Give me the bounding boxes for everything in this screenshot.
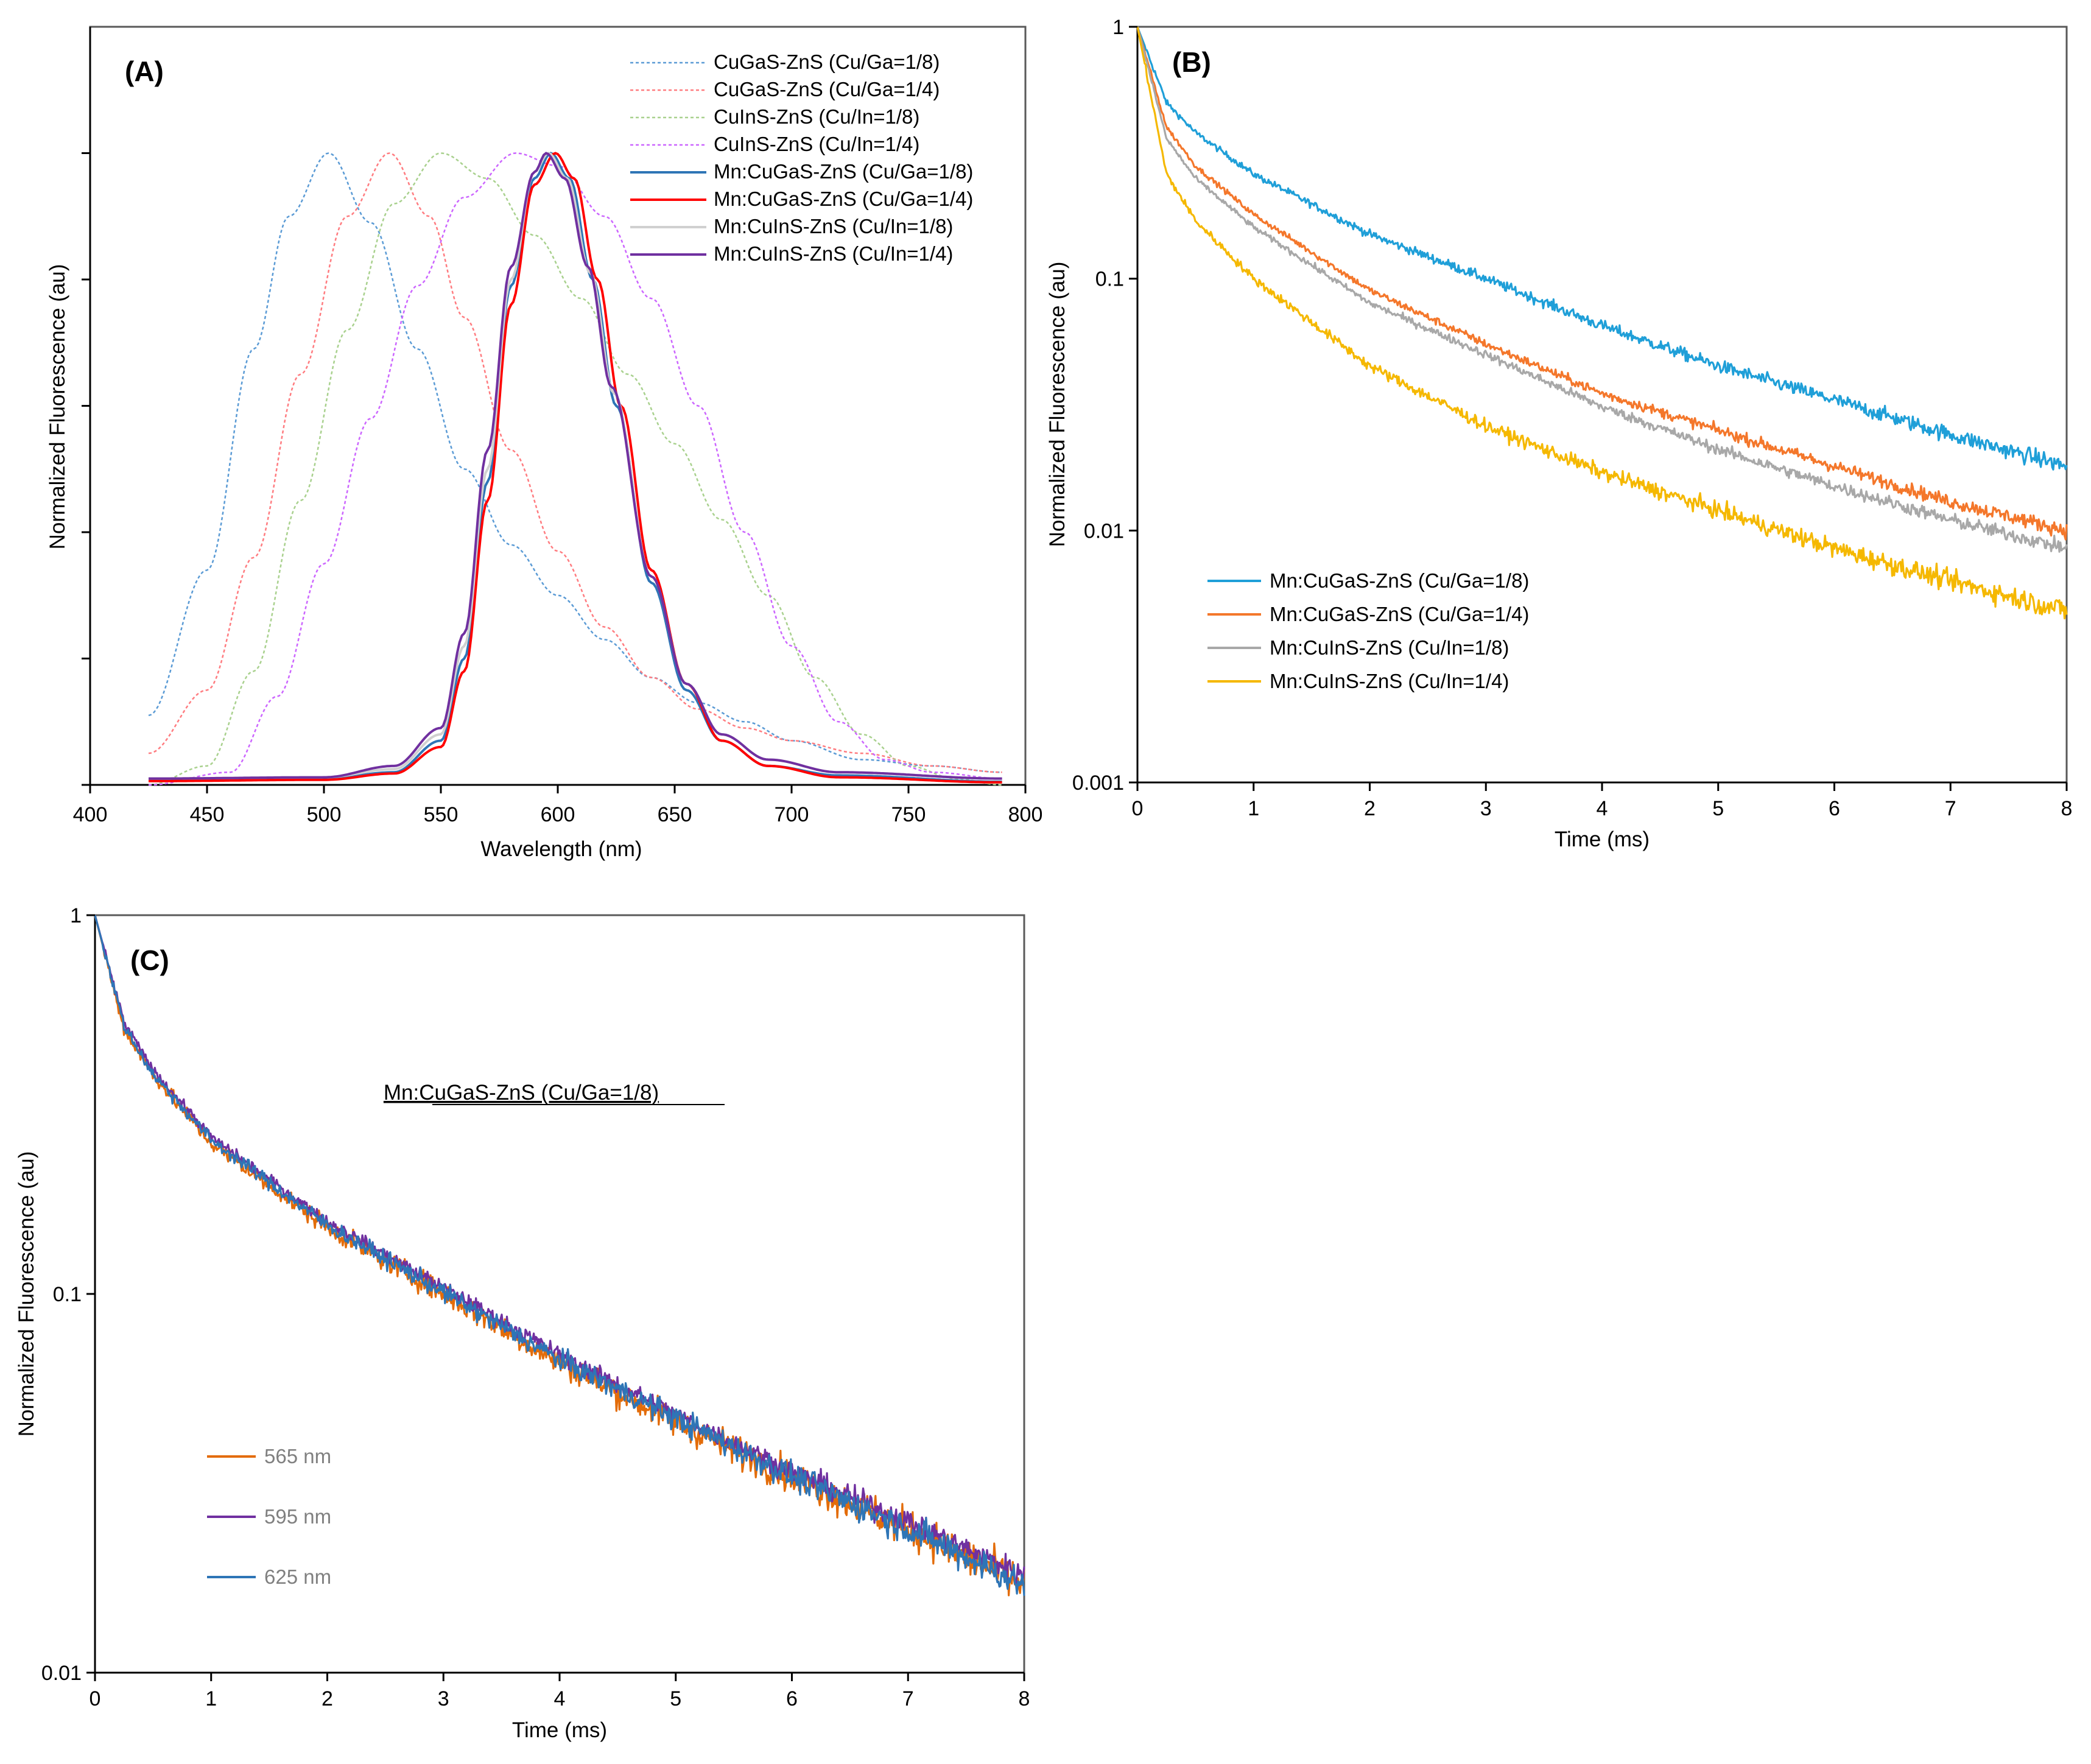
panel-c-x-tick-label: 4 — [554, 1687, 566, 1710]
panel-c-legend: 565 nm 595 nm 625 nm — [207, 1445, 331, 1588]
panel-a-legend-label: CuGaS-ZnS (Cu/Ga=1/8) — [714, 51, 940, 73]
panel-b-y-tick-label: 0.01 — [1084, 519, 1124, 543]
panel-b-x-tick-label: 6 — [1829, 797, 1840, 820]
panel-a-legend-label: CuGaS-ZnS (Cu/Ga=1/4) — [714, 78, 940, 100]
panel-a-x-tick-label: 500 — [307, 803, 342, 826]
panel-b-x-tick-label: 8 — [2061, 797, 2073, 820]
panel-b-x-tick-label: 1 — [1248, 797, 1259, 820]
panel-a-series — [148, 152, 1002, 786]
panel-a-series-line — [149, 152, 1002, 786]
panel-a-x-tick-label: 400 — [73, 803, 108, 826]
panel-c-series-line — [94, 915, 1025, 1584]
panel-a-series-line — [149, 152, 1002, 783]
panel-c-series — [94, 915, 1025, 1597]
panel-c-x-axis-title: Time (ms) — [512, 1718, 607, 1742]
panel-c-x-tick-label: 5 — [670, 1687, 681, 1710]
panel-a-legend: CuGaS-ZnS (Cu/Ga=1/8) CuGaS-ZnS (Cu/Ga=1/… — [630, 51, 973, 265]
panel-b-label: (B) — [1172, 46, 1211, 78]
panel-a-label: (A) — [125, 55, 164, 87]
panel-c-y-tick-label: 0.1 — [53, 1283, 82, 1306]
panel-c-x-tick-label: 7 — [902, 1687, 914, 1710]
panel-c-y-tick-label: 1 — [70, 904, 82, 927]
panel-b-x-tick-label: 4 — [1597, 797, 1608, 820]
panel-b-legend-label: Mn:CuInS-ZnS (Cu/In=1/8) — [1270, 636, 1509, 659]
panel-b-series-line — [1136, 26, 2068, 620]
panel-b-series — [1136, 26, 2068, 620]
panel-a-x-tick-label: 550 — [424, 803, 459, 826]
panel-a-x-tick-label: 600 — [541, 803, 575, 826]
panel-a-series-line — [149, 152, 1002, 780]
panel-c-label: (C) — [130, 944, 169, 976]
panel-a-legend-label: CuInS-ZnS (Cu/In=1/4) — [714, 133, 919, 155]
panel-c-y-axis-title: Normalized Fluorescence (au) — [15, 1151, 38, 1437]
panel-c-legend-label: 625 nm — [264, 1565, 331, 1588]
panel-a-x-tick-label: 750 — [891, 803, 926, 826]
panel-a-series-line — [148, 152, 1002, 773]
panel-b-x-tick-label: 7 — [1945, 797, 1956, 820]
panel-c-legend-label: 565 nm — [264, 1445, 331, 1467]
panel-b-series-line — [1136, 26, 2068, 471]
panel-a-series-line — [149, 152, 1002, 784]
panel-a-x-axis-title: Wavelength (nm) — [480, 837, 642, 861]
panel-b-y-tick-label: 0.001 — [1072, 771, 1124, 795]
panel-b-series-line — [1136, 26, 2068, 553]
panel-c-annotation: Mn:CuGaS-ZnS (Cu/Ga=1/8) — [384, 1081, 659, 1105]
panel-b-x-axis-title: Time (ms) — [1555, 828, 1650, 851]
panel-a-x-tick-label: 700 — [775, 803, 809, 826]
panel-b-series-line — [1136, 26, 2068, 541]
panel-b-legend: Mn:CuGaS-ZnS (Cu/Ga=1/8) Mn:CuGaS-ZnS (Cu… — [1207, 569, 1529, 692]
panel-c-x-tick-label: 3 — [438, 1687, 449, 1710]
panel-b-legend-label: Mn:CuGaS-ZnS (Cu/Ga=1/8) — [1270, 569, 1529, 592]
panel-c-x-tick-label: 6 — [786, 1687, 798, 1710]
panel-a-legend-label: Mn:CuGaS-ZnS (Cu/Ga=1/4) — [714, 188, 973, 210]
panel-c-legend-label: 595 nm — [264, 1505, 331, 1528]
panel-c-x-tick-label: 1 — [205, 1687, 217, 1710]
panel-c-series-line — [94, 915, 1025, 1596]
panel-b-legend-label: Mn:CuInS-ZnS (Cu/In=1/4) — [1270, 670, 1509, 692]
panel-c-x-tick-label: 0 — [90, 1687, 101, 1710]
panel-a-x-tick-label: 650 — [658, 803, 692, 826]
panel-c-plot-frame — [94, 914, 1025, 1674]
panel-a-series-line — [148, 152, 1002, 773]
panel-c-y-tick-label: 0.01 — [41, 1662, 82, 1685]
panel-b-x-tick-label: 3 — [1480, 797, 1492, 820]
panel-b-y-axis-title: Normalized Fluorescence (au) — [1046, 262, 1069, 547]
panel-b-y-tick-label: 1 — [1112, 16, 1124, 39]
panel-a-legend-label: CuInS-ZnS (Cu/In=1/8) — [714, 105, 919, 128]
panel-a-x-tick-label: 800 — [1008, 803, 1043, 826]
panel-b: 0 1 2 3 4 5 6 7 8 0.001 0.01 0.1 1 (B) Time (ms) No… — [1046, 16, 2072, 851]
panel-b-plot-frame — [1136, 26, 2068, 784]
panel-c-x-tick-label: 2 — [322, 1687, 333, 1710]
panel-c: 0 1 2 3 4 5 6 7 8 0.01 0.1 1 (C) Mn:CuGaS-ZnS (Cu/… — [15, 904, 1030, 1742]
panel-b-legend-label: Mn:CuGaS-ZnS (Cu/Ga=1/4) — [1270, 603, 1529, 625]
panel-a-y-axis-title: Normalized Fluorescence (au) — [46, 264, 69, 550]
panel-b-x-tick-label: 2 — [1364, 797, 1376, 820]
panel-b-x-tick-label: 5 — [1712, 797, 1724, 820]
panel-a-legend-label: Mn:CuInS-ZnS (Cu/In=1/4) — [714, 242, 953, 265]
panel-c-series-line — [94, 915, 1025, 1597]
panel-b-x-tick-label: 0 — [1132, 797, 1144, 820]
panel-b-y-tick-label: 0.1 — [1095, 268, 1124, 291]
panel-a-series-line — [148, 152, 1002, 786]
panel-a-x-tick-label: 450 — [190, 803, 225, 826]
panel-a: 400 450 500 550 600 650 700 750 800 (A) Waveleng… — [46, 26, 1043, 861]
panel-a-legend-label: Mn:CuInS-ZnS (Cu/In=1/8) — [714, 215, 953, 237]
panel-c-x-tick-label: 8 — [1019, 1687, 1030, 1710]
panel-a-legend-label: Mn:CuGaS-ZnS (Cu/Ga=1/8) — [714, 160, 973, 183]
